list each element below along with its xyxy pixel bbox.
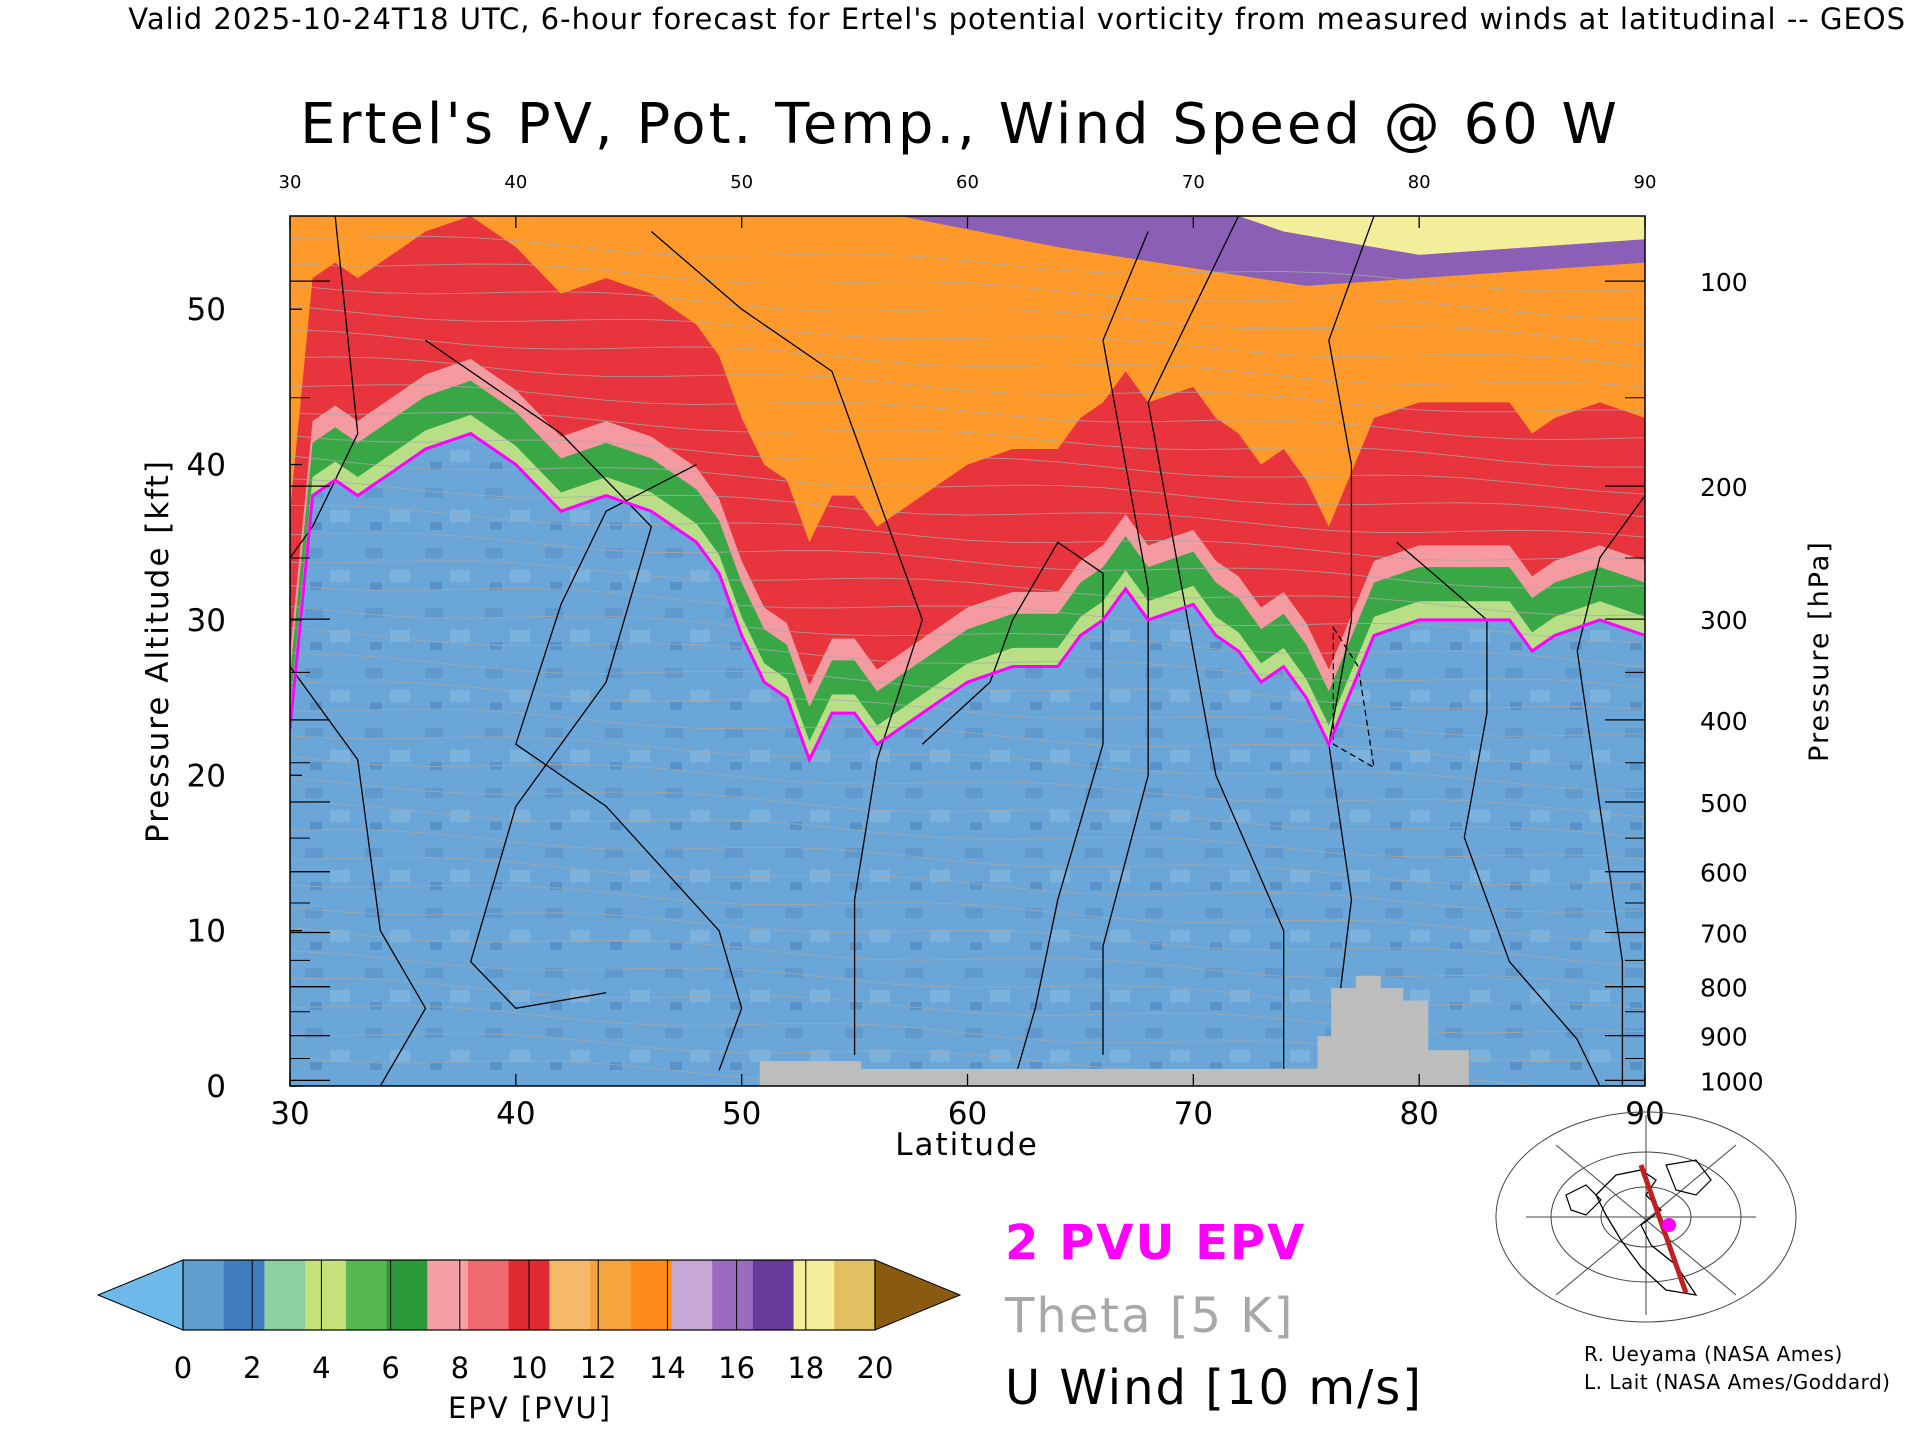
colorbar-swatch-5 [386,1260,428,1330]
colorbar-max-arrow [874,1259,962,1331]
colorbar-swatch-16 [834,1260,876,1330]
locator-map [1495,1111,1797,1323]
x-axis: 30 40 50 60 70 80 90 [270,1074,1665,1132]
colorbar-tick-3: 6 [381,1351,399,1385]
y-right-tick-label-7: 300 [1700,606,1748,635]
x-top-tick-label-6: 90 [1634,172,1657,193]
terrain [759,975,1469,1086]
legend-wind: U Wind [10 m/s] [1005,1360,1424,1416]
credit-author-2: L. Lait (NASA Ames/Goddard) [1584,1370,1891,1394]
pv-2pvu-contour [290,431,1645,764]
colorbar-tick-0: 0 [174,1351,192,1385]
y-tick-label-2: 20 [187,758,226,794]
x-tick-label-6: 90 [1625,1096,1664,1132]
colorbar-swatch-11 [630,1260,672,1330]
credit-author-1: R. Ueyama (NASA Ames) [1584,1342,1843,1366]
x-tick-label-3: 60 [948,1096,987,1132]
colorbar-swatch-12 [671,1260,713,1330]
colorbar-tick-1: 2 [243,1351,261,1385]
colorbar-swatch-10 [590,1260,632,1330]
x-top-tick-label-3: 60 [956,172,979,193]
pressure-minor-ticks [290,397,1645,1059]
colorbar-tick-9: 18 [787,1351,824,1385]
forecast-header: Valid 2025-10-24T18 UTC, 6-hour forecast… [128,2,1906,36]
colorbar-swatch-15 [793,1260,835,1330]
x-tick-label-1: 40 [496,1096,535,1132]
x-tick-label-2: 50 [722,1096,761,1132]
x-axis-label: Latitude [895,1127,1039,1163]
section-point [1662,1218,1676,1232]
colorbar-tick-5: 10 [511,1351,548,1385]
colorbar-swatch-7 [467,1260,510,1330]
colorbar-min-arrow [96,1259,184,1331]
x-top-tick-label-4: 70 [1182,172,1205,193]
colorbar-tick-10: 20 [857,1351,894,1385]
x-tick-label-5: 80 [1399,1096,1438,1132]
pv-band-2-4 [290,414,1645,760]
colorbar-swatch-1 [223,1260,265,1330]
legend-theta: Theta [5 K] [1005,1288,1295,1344]
y-right-tick-label-4: 600 [1700,859,1748,888]
y-tick-label-3: 30 [187,603,226,639]
y-axis-right: 1000 900 800 700 600 500 400 300 200 100 [290,268,1764,1096]
y-right-tick-label-0: 1000 [1700,1067,1764,1096]
y-tick-label-1: 10 [187,914,226,950]
colorbar-swatch-6 [427,1260,469,1330]
colorbar-swatch-4 [345,1260,388,1330]
x-top-tick-label-1: 40 [504,172,527,193]
y-tick-label-5: 50 [187,292,226,328]
x-axis-top: 30 40 50 60 70 80 90 [279,172,1657,228]
colorbar-tick-8: 16 [718,1351,755,1385]
y-axis-label-left: Pressure Altitude [kft] [140,459,176,843]
colorbar-label: EPV [PVU] [448,1391,612,1425]
colorbar-tick-6: 12 [580,1351,617,1385]
x-top-tick-label-5: 80 [1408,172,1431,193]
colorbar-swatch-14 [752,1260,795,1330]
x-tick-label-0: 30 [270,1096,309,1132]
y-tick-label-4: 40 [187,448,226,484]
y-right-tick-label-2: 800 [1700,974,1748,1003]
y-axis-left: 0 10 20 30 40 50 [187,292,302,1105]
chart-title: Ertel's PV, Pot. Temp., Wind Speed @ 60 … [300,92,1620,157]
pv-band-7-8 [290,358,1645,711]
legend-epv: 2 PVU EPV [1005,1215,1307,1271]
y-tick-label-0: 0 [206,1069,226,1105]
u-wind-contours [290,216,1645,1086]
y-right-tick-label-9: 100 [1700,268,1748,297]
x-tick-label-4: 70 [1174,1096,1213,1132]
pv-band-18-20 [1238,216,1645,255]
y-right-tick-label-3: 700 [1700,920,1748,949]
colorbar-tick-7: 14 [649,1351,686,1385]
x-top-tick-label-2: 50 [730,172,753,193]
pv-band-4-6 [290,380,1645,743]
colorbar-tick-4: 8 [451,1351,469,1385]
x-top-tick-label-0: 30 [279,172,302,193]
colorbar-swatch-2 [264,1260,306,1330]
y-right-tick-label-1: 900 [1700,1023,1748,1052]
colorbar-swatch-13 [712,1260,754,1330]
y-axis-label-right: Pressure [hPa] [1804,540,1835,762]
colorbar-swatch-0 [183,1260,225,1330]
colorbar-tick-2: 4 [312,1351,330,1385]
y-right-tick-label-6: 400 [1700,707,1748,736]
colorbar-swatch-9 [549,1260,591,1330]
y-right-tick-label-5: 500 [1700,789,1748,818]
y-right-tick-label-8: 200 [1700,473,1748,502]
colorbar: 0 2 4 6 8 10 12 14 16 18 20 [96,1259,962,1385]
colorbar-swatch-3 [305,1260,347,1330]
